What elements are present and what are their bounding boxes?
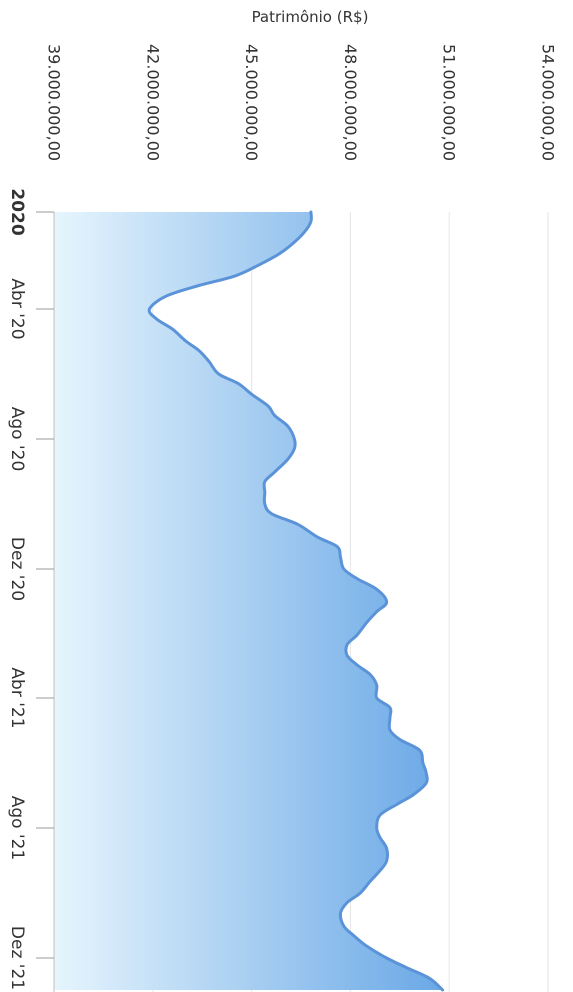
x-tick-label: Ago '20 — [7, 407, 27, 472]
x-tick-labels: 2020 Abr '20 Ago '20 Dez '20 Abr '21 Ago '21 D… — [7, 188, 54, 990]
x-tick-label: Abr '20 — [7, 278, 27, 339]
x-tick-label: Ago '21 — [7, 796, 27, 861]
area-fill — [54, 212, 443, 990]
y-tick-label: 54.000.000,00 — [539, 44, 558, 161]
x-tick-label: Dez '21 — [7, 926, 27, 990]
y-tick-label: 39.000.000,00 — [45, 44, 64, 161]
y-tick-label: 48.000.000,00 — [341, 44, 360, 161]
y-tick-label: 42.000.000,00 — [143, 44, 162, 161]
x-tick-label: 2020 — [7, 188, 27, 235]
y-tick-labels: 39.000.000,00 42.000.000,00 45.000.000,00 4… — [45, 44, 558, 161]
y-axis-title: Patrimônio (R$) — [252, 8, 369, 26]
x-tick-label: Abr '21 — [7, 667, 27, 728]
y-tick-label: 45.000.000,00 — [242, 44, 261, 161]
x-tick-label: Dez '20 — [7, 537, 27, 601]
series-line — [147, 210, 445, 992]
y-tick-label: 51.000.000,00 — [440, 44, 459, 161]
area-series — [54, 210, 445, 992]
